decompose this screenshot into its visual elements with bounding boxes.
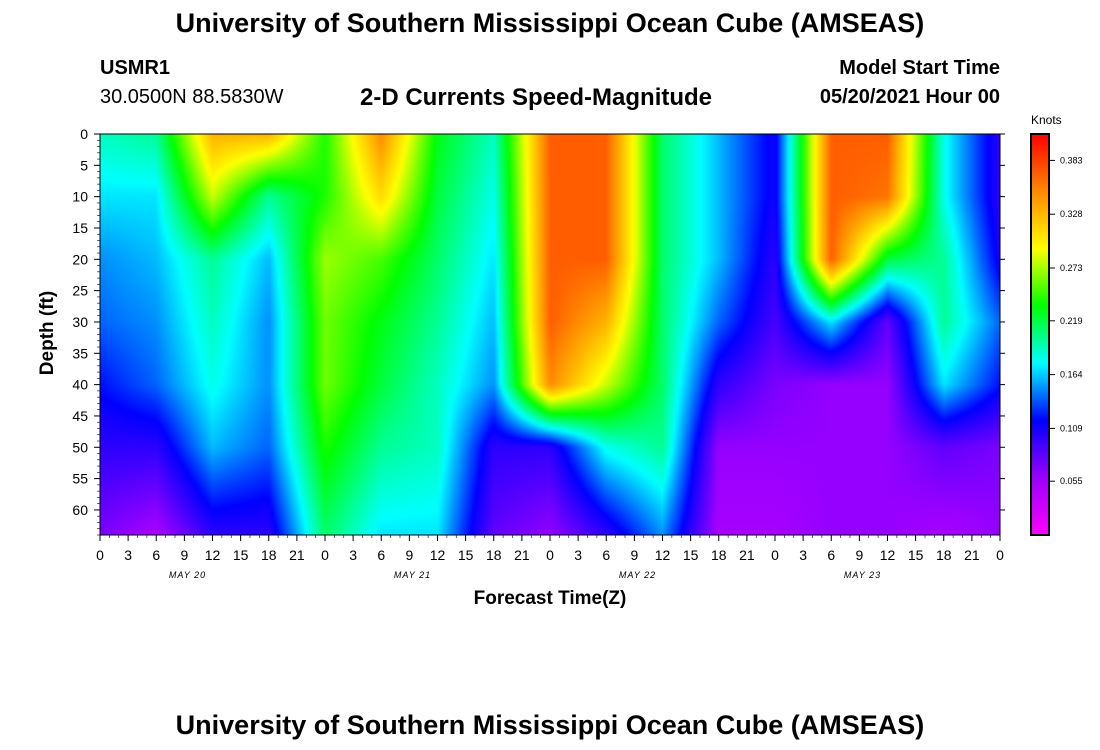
x-tick-label: 21 bbox=[514, 547, 530, 563]
station-id: USMR1 bbox=[100, 57, 171, 79]
x-tick-label: 0 bbox=[96, 547, 104, 563]
colorbar-gradient bbox=[1030, 133, 1050, 536]
x-tick-label: 18 bbox=[711, 547, 727, 563]
x-tick-label: 12 bbox=[430, 547, 446, 563]
x-tick-label: 3 bbox=[349, 547, 357, 563]
x-tick-label: 12 bbox=[655, 547, 671, 563]
y-tick-label: 10 bbox=[72, 189, 88, 205]
x-tick-label: 9 bbox=[855, 547, 863, 563]
y-tick-label: 35 bbox=[72, 345, 88, 361]
x-tick-label: 0 bbox=[996, 547, 1004, 563]
x-tick-label: 21 bbox=[289, 547, 305, 563]
y-axis: 0 5 10 15 20 25 30 35 40 45 50 55 60 bbox=[72, 126, 1005, 536]
y-tick-label: 20 bbox=[72, 251, 88, 267]
x-tick-label: 9 bbox=[630, 547, 638, 563]
chart-title: 2-D Currents Speed-Magnitude bbox=[360, 84, 713, 111]
x-tick-label: 0 bbox=[321, 547, 329, 563]
colorbar-unit: Knots bbox=[1031, 113, 1062, 127]
x-tick-label: 3 bbox=[124, 547, 132, 563]
y-tick-label: 55 bbox=[72, 471, 88, 487]
x-tick-label: 18 bbox=[486, 547, 502, 563]
x-tick-label: 12 bbox=[205, 547, 221, 563]
colorbar-tick-label: 0.219 bbox=[1060, 316, 1083, 326]
y-tick-label: 15 bbox=[72, 220, 88, 236]
x-tick-label: 0 bbox=[771, 547, 779, 563]
x-tick-label: 6 bbox=[377, 547, 385, 563]
x-tick-label: 6 bbox=[152, 547, 160, 563]
x-tick-label: 15 bbox=[458, 547, 474, 563]
x-tick-label: 15 bbox=[683, 547, 699, 563]
colorbar-tick-label: 0.273 bbox=[1060, 263, 1083, 273]
x-tick-label: 21 bbox=[964, 547, 980, 563]
x-tick-label: 18 bbox=[936, 547, 952, 563]
y-tick-label: 50 bbox=[72, 439, 88, 455]
y-axis-label: Depth (ft) bbox=[37, 291, 58, 375]
colorbar-tick-label: 0.109 bbox=[1060, 423, 1083, 433]
x-tick-label: 3 bbox=[574, 547, 582, 563]
page-title: University of Southern Mississippi Ocean… bbox=[175, 8, 925, 38]
x-tick-label: 6 bbox=[827, 547, 835, 563]
date-label: MAY 21 bbox=[394, 570, 431, 580]
heatmap-image bbox=[100, 134, 1000, 535]
x-tick-label: 12 bbox=[880, 547, 896, 563]
x-tick-label: 6 bbox=[602, 547, 610, 563]
colorbar-tick-label: 0.164 bbox=[1060, 370, 1083, 380]
x-tick-label: 9 bbox=[405, 547, 413, 563]
x-axis-label: Forecast Time(Z) bbox=[474, 588, 627, 609]
y-tick-label: 45 bbox=[72, 408, 88, 424]
y-tick-label: 40 bbox=[72, 377, 88, 393]
y-tick-label: 60 bbox=[72, 502, 88, 518]
model-start-time: 05/20/2021 Hour 00 bbox=[819, 86, 1000, 108]
colorbar-tick-label: 0.383 bbox=[1060, 155, 1083, 165]
x-tick-label: 21 bbox=[739, 547, 755, 563]
y-tick-label: 0 bbox=[80, 126, 88, 142]
colorbar: Knots 0.383 0.328 0.273 0.219 0.164 0.109 0.05… bbox=[1030, 113, 1083, 536]
x-tick-label: 15 bbox=[908, 547, 924, 563]
footer-title: University of Southern Mississippi Ocean… bbox=[175, 710, 925, 740]
x-tick-label: 18 bbox=[261, 547, 277, 563]
x-tick-label: 15 bbox=[233, 547, 249, 563]
y-tick-label: 25 bbox=[72, 283, 88, 299]
model-start-label: Model Start Time bbox=[839, 57, 1000, 79]
colorbar-tick-label: 0.055 bbox=[1060, 476, 1083, 486]
y-tick-label: 30 bbox=[72, 314, 88, 330]
x-tick-label: 0 bbox=[546, 547, 554, 563]
date-labels: MAY 20 MAY 21 MAY 22 MAY 23 bbox=[169, 570, 881, 580]
date-label: MAY 20 bbox=[169, 570, 206, 580]
y-tick-label: 5 bbox=[80, 157, 88, 173]
x-tick-label: 3 bbox=[799, 547, 807, 563]
x-tick-label: 9 bbox=[180, 547, 188, 563]
colorbar-tick-label: 0.328 bbox=[1060, 209, 1083, 219]
x-axis: 0 3 6 9 12 15 18 21 0 3 6 9 12 15 18 21 0 3 6 9 12 15 18 21 0 3 6 9… bbox=[96, 535, 1004, 563]
station-coords: 30.0500N 88.5830W bbox=[100, 86, 284, 108]
date-label: MAY 22 bbox=[619, 570, 656, 580]
date-label: MAY 23 bbox=[844, 570, 881, 580]
